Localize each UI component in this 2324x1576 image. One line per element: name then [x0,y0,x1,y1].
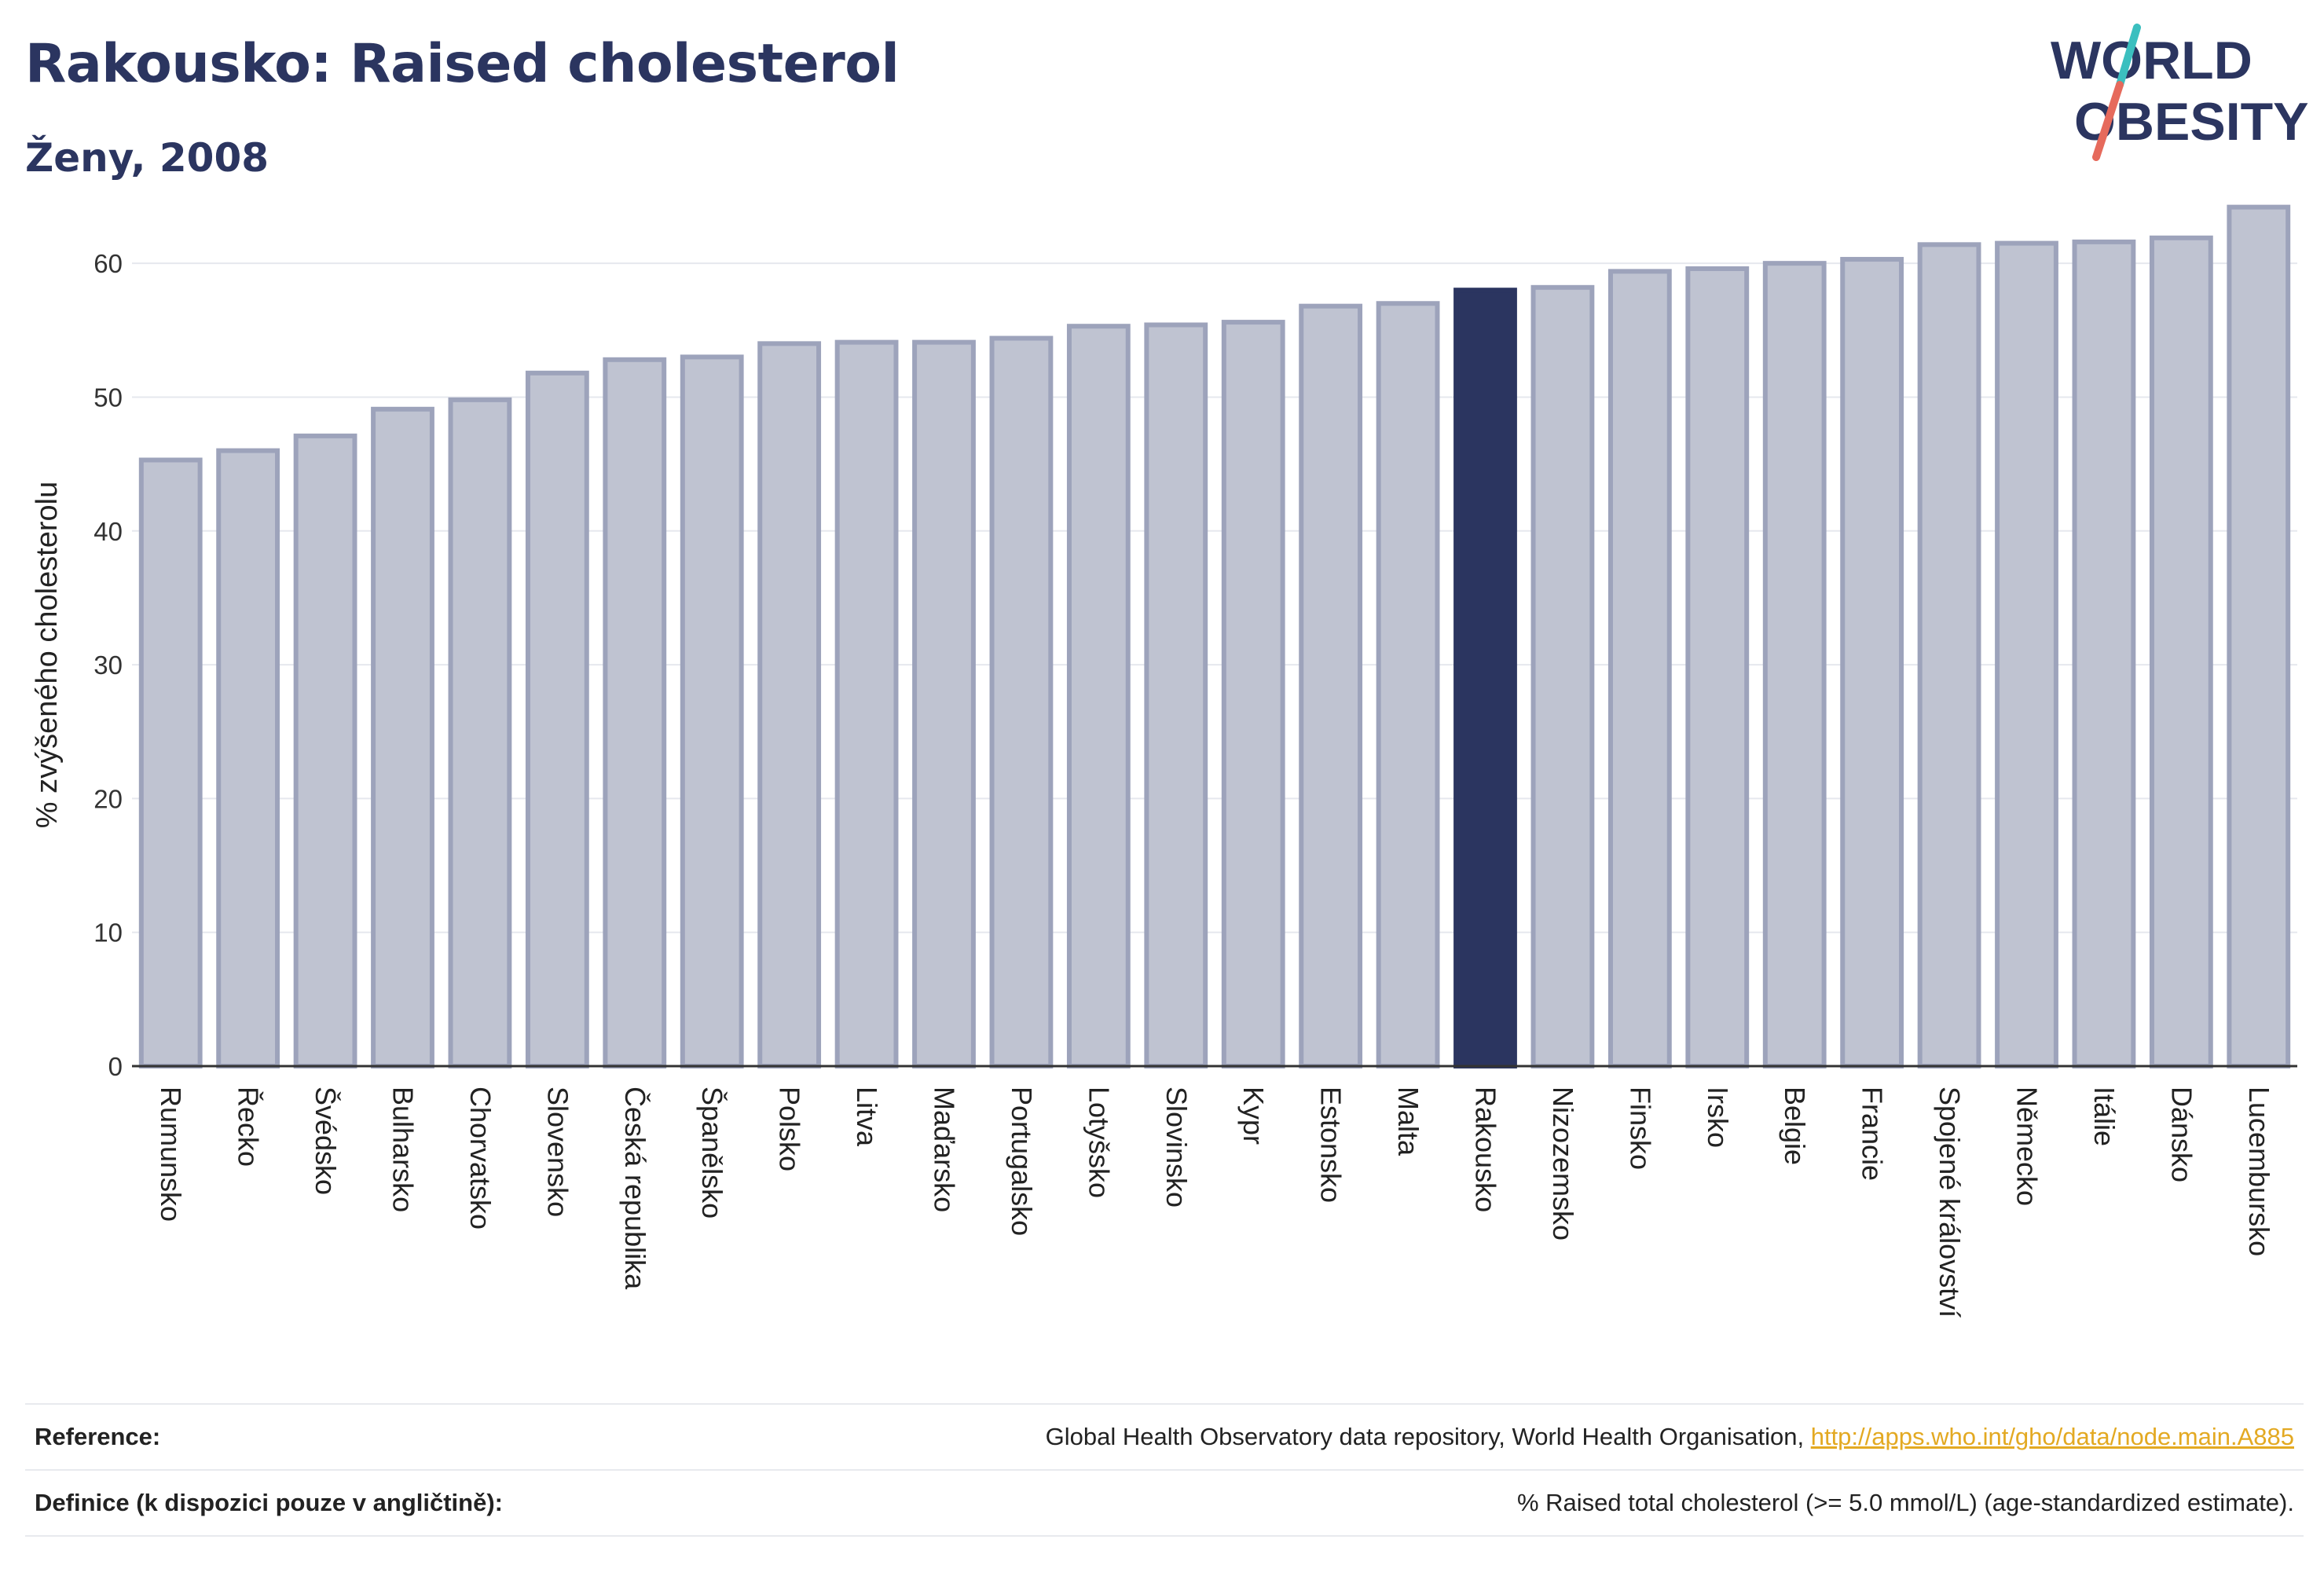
reference-row: Reference: Global Health Observatory dat… [25,1405,2304,1469]
bar [2072,239,2136,1068]
bar [757,341,822,1069]
bar [1840,257,1904,1069]
bar [1607,269,1672,1068]
bar [989,335,1054,1068]
x-tick-label: Lucembursko [2243,1087,2275,1256]
x-tick-label: Německo [2011,1087,2044,1206]
bar [680,354,744,1069]
y-tick-label: 40 [93,517,123,546]
x-tick-label: Bulharsko [387,1087,420,1212]
y-tick-label: 50 [93,383,123,412]
bar [1453,288,1517,1068]
definition-label: Definice (k dispozici pouze v angličtině… [35,1489,503,1516]
logo-slash-teal [2116,24,2141,89]
x-tick-label: Maďarsko [929,1087,961,1212]
logo-line1: WORLD [2051,31,2253,90]
bar [1917,242,1981,1068]
bar [1144,322,1208,1069]
y-tick-label: 10 [93,918,123,947]
logo-slash-red [2092,81,2124,161]
bar [525,370,589,1068]
bar [1299,303,1363,1069]
reference-label: Reference: [35,1423,161,1450]
page-title: Rakousko: Raised cholesterol [25,33,900,95]
x-tick-label: Itálie [2088,1087,2121,1146]
footer-divider-top [25,1403,2304,1405]
x-tick-label: Estonsko [1315,1087,1347,1203]
bar [1995,240,2058,1069]
x-tick-label: Francie [1857,1087,1889,1181]
bar [603,357,667,1068]
x-tick-label: Dánsko [2165,1087,2198,1182]
x-tick-label: Rumunsko [155,1087,187,1222]
bar [448,397,512,1069]
footer-divider-middle [25,1469,2304,1471]
x-tick-label: Rakousko [1470,1087,1502,1212]
bar [2227,204,2291,1068]
bar [371,406,434,1068]
x-tick-label: Kypr [1237,1087,1270,1145]
footer-divider-bottom [25,1535,2304,1537]
bar [1066,324,1131,1068]
x-tick-label: Spojené království [1934,1087,1966,1318]
x-tick-label: Španělsko [696,1087,728,1219]
bar [1221,320,1285,1068]
x-tick-label: Česká republika [619,1087,651,1290]
reference-text: Global Health Observatory data repositor… [1045,1423,1811,1450]
world-obesity-logo: WORLD OBESITY [2051,24,2309,161]
x-tick-label: Slovensko [541,1087,574,1217]
bar [293,433,357,1068]
page-subtitle: Ženy, 2008 [25,135,269,181]
bar [834,339,899,1068]
reference-value: Global Health Observatory data repositor… [1046,1423,2294,1451]
bar [1530,284,1595,1069]
y-tick-label: 20 [93,784,123,813]
y-tick-label: 0 [108,1052,123,1081]
bar [1762,261,1827,1068]
bar-chart: 0 10 20 30 40 50 60 % zvýšeného cholesterolu Rum… [31,204,2297,1318]
bar [1376,301,1440,1068]
x-tick-label: Finsko [1624,1087,1656,1170]
y-tick-label: 30 [93,651,123,680]
bar [1685,266,1750,1069]
definition-text: % Raised total cholesterol (>= 5.0 mmol/… [1516,1489,2294,1516]
x-tick-label: Belgie [1779,1087,1811,1165]
x-tick-label: Slovinsko [1160,1087,1193,1208]
y-tick-label: 60 [93,249,123,278]
x-tick-label: Portugalsko [1006,1087,1038,1236]
bar [2149,235,2213,1068]
bar [138,457,203,1068]
x-tick-label: Nizozemsko [1547,1087,1579,1241]
bar [216,448,280,1068]
bar [912,339,976,1068]
x-tick-label: Chorvatsko [464,1087,497,1230]
x-tick-label: Lotyšsko [1083,1087,1115,1198]
x-tick-label: Litva [851,1087,883,1147]
reference-link[interactable]: http://apps.who.int/gho/data/node.main.A… [1810,1423,2294,1450]
definition-row: Definice (k dispozici pouze v angličtině… [25,1471,2304,1535]
x-tick-label: Irsko [1702,1087,1734,1148]
x-tick-label: Švédsko [310,1087,342,1195]
x-tick-label: Řecko [233,1087,265,1167]
x-tick-label: Polsko [774,1087,806,1171]
y-axis-label: % zvýšeného cholesterolu [31,482,64,828]
x-tick-label: Malta [1392,1087,1424,1156]
